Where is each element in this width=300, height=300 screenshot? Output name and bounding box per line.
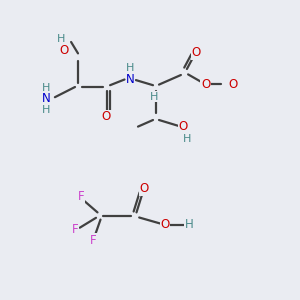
Text: O: O bbox=[140, 182, 148, 196]
Text: H: H bbox=[42, 82, 51, 93]
Text: O: O bbox=[178, 119, 188, 133]
Text: H: H bbox=[184, 218, 194, 232]
Text: O: O bbox=[160, 218, 169, 232]
Text: N: N bbox=[42, 92, 51, 106]
Text: O: O bbox=[228, 77, 237, 91]
Text: H: H bbox=[126, 63, 135, 73]
Text: H: H bbox=[182, 134, 191, 144]
Text: H: H bbox=[57, 34, 66, 44]
Text: O: O bbox=[0, 299, 1, 300]
Text: N: N bbox=[126, 73, 135, 86]
Text: H: H bbox=[42, 105, 51, 116]
Text: H: H bbox=[150, 92, 159, 102]
Text: F: F bbox=[72, 223, 78, 236]
Text: F: F bbox=[90, 233, 96, 247]
Text: O: O bbox=[201, 77, 210, 91]
Text: O: O bbox=[192, 46, 201, 59]
Text: F: F bbox=[78, 190, 84, 203]
Text: O: O bbox=[60, 44, 69, 57]
Text: O: O bbox=[102, 110, 111, 124]
